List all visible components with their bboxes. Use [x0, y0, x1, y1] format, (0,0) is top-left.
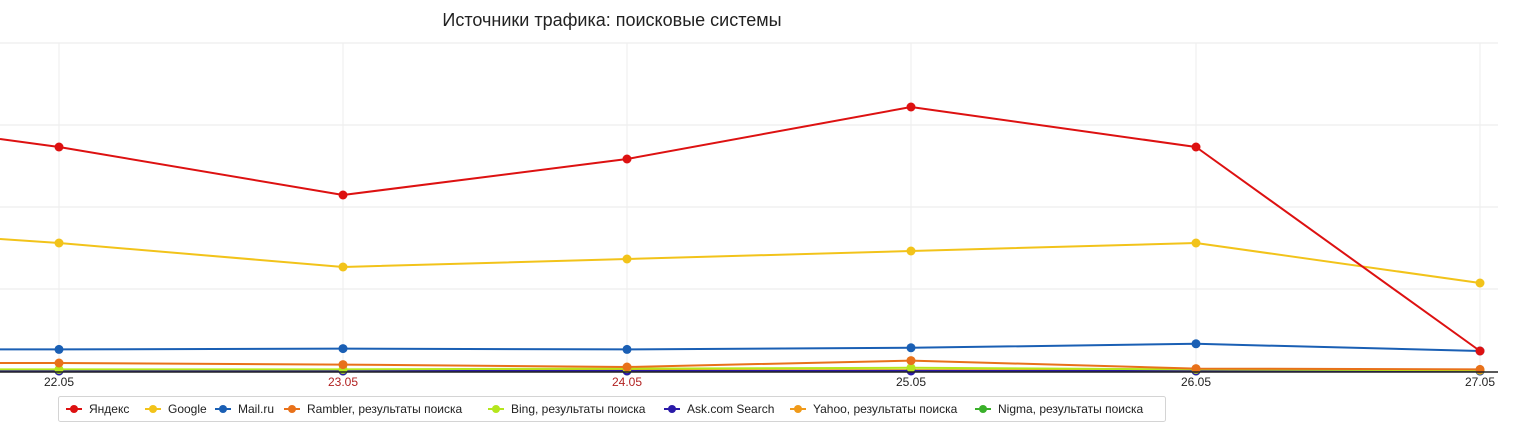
data-point	[1475, 346, 1485, 356]
legend-item: Google	[145, 402, 207, 416]
legend-item: Bing, результаты поиска	[488, 402, 646, 416]
data-point	[338, 344, 348, 354]
data-point	[338, 360, 348, 370]
x-tick-label: 24.05	[612, 375, 642, 389]
data-point	[338, 262, 348, 272]
series-layer	[0, 102, 1485, 376]
legend-label: Ask.com Search	[687, 402, 774, 416]
legend-swatch-marker	[668, 405, 676, 413]
x-tick-label: 26.05	[1181, 375, 1211, 389]
legend-label: Yahoo, результаты поиска	[813, 402, 958, 416]
legend-box	[58, 396, 1166, 422]
x-axis: 22.05 23.05 24.05 25.05 26.05 27.05	[0, 371, 1498, 389]
data-point	[622, 344, 632, 354]
legend-label: Google	[168, 402, 207, 416]
legend-item: Mail.ru	[215, 402, 274, 416]
legend-swatch-marker	[492, 405, 500, 413]
legend-swatch-marker	[288, 405, 296, 413]
x-tick-label: 22.05	[44, 375, 74, 389]
data-point	[906, 343, 916, 353]
data-point	[622, 254, 632, 264]
legend: Яндекс Google Mail.ru Rambler, результаты п…	[58, 396, 1166, 422]
legend-swatch-marker	[794, 405, 802, 413]
data-point	[906, 102, 916, 112]
legend-item: Nigma, результаты поиска	[975, 402, 1143, 416]
legend-swatch-marker	[149, 405, 157, 413]
data-point	[906, 363, 916, 373]
chart-title: Источники трафика: поисковые системы	[442, 10, 781, 30]
legend-label: Rambler, результаты поиска	[307, 402, 462, 416]
legend-swatch-marker	[979, 405, 987, 413]
legend-label: Яндекс	[89, 402, 129, 416]
data-point	[54, 142, 64, 152]
legend-swatch-marker	[70, 405, 78, 413]
series-line	[0, 238, 1481, 284]
legend-item: Яндекс	[66, 402, 129, 416]
data-point	[1191, 364, 1201, 374]
legend-label: Bing, результаты поиска	[511, 402, 646, 416]
legend-swatch-marker	[219, 405, 227, 413]
data-point	[54, 344, 64, 354]
legend-item: Rambler, результаты поиска	[284, 402, 462, 416]
data-point	[1191, 339, 1201, 349]
series-line	[0, 342, 1481, 352]
x-tick-label: 25.05	[896, 375, 926, 389]
legend-item: Yahoo, результаты поиска	[790, 402, 958, 416]
data-point	[1191, 142, 1201, 152]
x-tick-label: 23.05	[328, 375, 358, 389]
legend-item: Ask.com Search	[664, 402, 774, 416]
legend-label: Nigma, результаты поиска	[998, 402, 1143, 416]
data-point	[54, 238, 64, 248]
data-point	[622, 154, 632, 164]
legend-label: Mail.ru	[238, 402, 274, 416]
data-point	[1475, 278, 1485, 288]
series-line	[0, 106, 1481, 352]
x-tick-label: 27.05	[1465, 375, 1495, 389]
data-point	[622, 362, 632, 372]
data-point	[906, 356, 916, 366]
data-point	[1191, 238, 1201, 248]
data-point	[906, 246, 916, 256]
data-point	[338, 190, 348, 200]
data-point	[54, 358, 64, 368]
grid	[0, 42, 1498, 371]
